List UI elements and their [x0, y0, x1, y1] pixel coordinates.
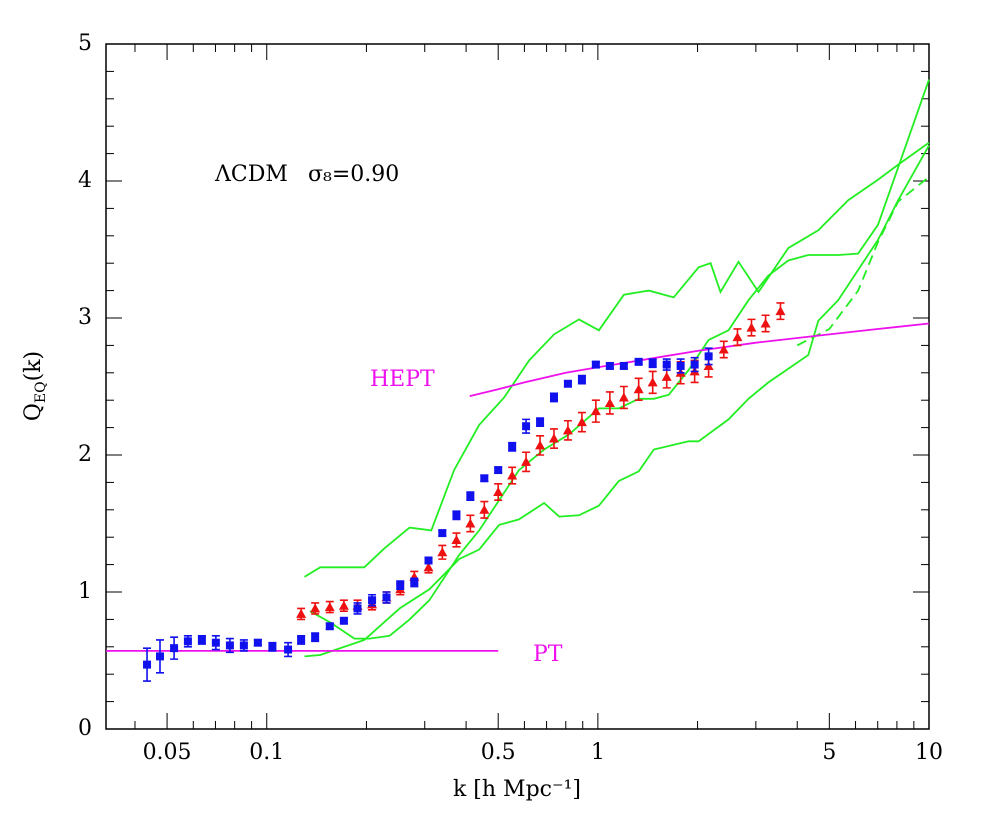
data-point [704, 352, 713, 361]
data-point [423, 562, 434, 572]
data-point [605, 361, 614, 370]
data-point [760, 318, 771, 328]
annotation: PT [533, 642, 563, 667]
data-point [703, 360, 714, 370]
data-point [324, 602, 335, 612]
data-point [410, 578, 419, 587]
data-point [339, 616, 348, 625]
data-point [562, 425, 573, 435]
x-tick-label: 1 [591, 740, 605, 765]
y-label-tail: (k) [21, 351, 46, 382]
annotation: ΛCDM [214, 162, 288, 187]
data-point [732, 332, 743, 342]
data-point [452, 511, 461, 520]
data-point [197, 635, 206, 644]
curve [304, 144, 930, 658]
data-point [494, 466, 503, 475]
annotation: σ₈=0.90 [308, 162, 399, 187]
data-point [338, 600, 349, 610]
data-point [662, 360, 671, 369]
x-tick-label: 0.05 [143, 740, 192, 765]
x-axis-label: k [h Mpc⁻¹] [453, 777, 581, 802]
x-tick-label: 0.5 [481, 740, 516, 765]
data-point [284, 645, 293, 654]
data-point [633, 384, 644, 394]
data-point [775, 306, 786, 316]
data-point [507, 470, 518, 480]
data-point [648, 359, 657, 368]
data-point [143, 660, 152, 669]
data-point [437, 547, 448, 557]
data-point [718, 344, 729, 354]
data-point [253, 638, 262, 647]
y-tick-label: 1 [78, 579, 92, 604]
data-point [466, 492, 475, 501]
x-tick-label: 10 [915, 740, 943, 765]
data-point [353, 604, 362, 613]
y-tick-label: 5 [78, 31, 92, 56]
data-point [647, 377, 658, 387]
plot-frame [105, 43, 930, 730]
data-point [563, 379, 572, 388]
data-point [170, 644, 179, 653]
data-point [155, 652, 164, 661]
y-label-sub: EQ [33, 381, 49, 403]
x-tick-label: 0.1 [249, 740, 284, 765]
data-point [480, 474, 489, 483]
y-label-main: Q [21, 403, 46, 421]
data-point [549, 393, 558, 402]
data-point [396, 581, 405, 590]
data-point [239, 641, 248, 650]
data-point [424, 556, 433, 565]
y-tick-label: 2 [78, 442, 92, 467]
data-point [618, 392, 629, 402]
annotation: HEPT [370, 367, 435, 392]
data-point [536, 418, 545, 427]
data-point [438, 529, 447, 538]
data-point [225, 641, 234, 650]
data-point [508, 442, 517, 451]
data-point [493, 486, 504, 496]
data-point [465, 518, 476, 528]
data-point [368, 596, 377, 605]
y-tick-label: 4 [78, 168, 92, 193]
data-point [297, 635, 306, 644]
data-point [183, 637, 192, 646]
curve [304, 141, 930, 578]
data-point [576, 417, 587, 427]
y-tick-label: 0 [78, 716, 92, 741]
data-point [268, 642, 277, 651]
data-point [577, 375, 586, 384]
data-point [325, 622, 334, 631]
data-point [522, 422, 531, 431]
data-point [548, 433, 559, 443]
data-point [591, 360, 600, 369]
data-point [634, 357, 643, 366]
data-point [479, 504, 490, 514]
data-point [690, 360, 699, 369]
data-point [451, 534, 462, 544]
data-point [590, 406, 601, 416]
data-point [310, 603, 321, 613]
y-tick-label: 3 [78, 305, 92, 330]
x-tick-label: 5 [822, 740, 836, 765]
data-point [661, 371, 672, 381]
data-point [535, 440, 546, 450]
data-point [296, 608, 307, 618]
data-point [311, 633, 320, 642]
data-point [604, 397, 615, 407]
data-point [382, 593, 391, 602]
y-axis-label: QEQ(k) [21, 351, 49, 421]
data-point [619, 361, 628, 370]
data-point [521, 456, 532, 466]
curve [309, 79, 930, 640]
data-point [676, 361, 685, 370]
data-point [746, 322, 757, 332]
data-point [211, 638, 220, 647]
curve [469, 322, 930, 397]
